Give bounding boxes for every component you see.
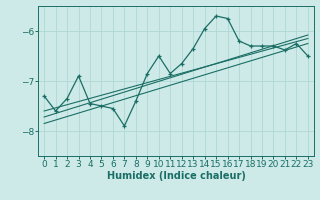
X-axis label: Humidex (Indice chaleur): Humidex (Indice chaleur): [107, 171, 245, 181]
